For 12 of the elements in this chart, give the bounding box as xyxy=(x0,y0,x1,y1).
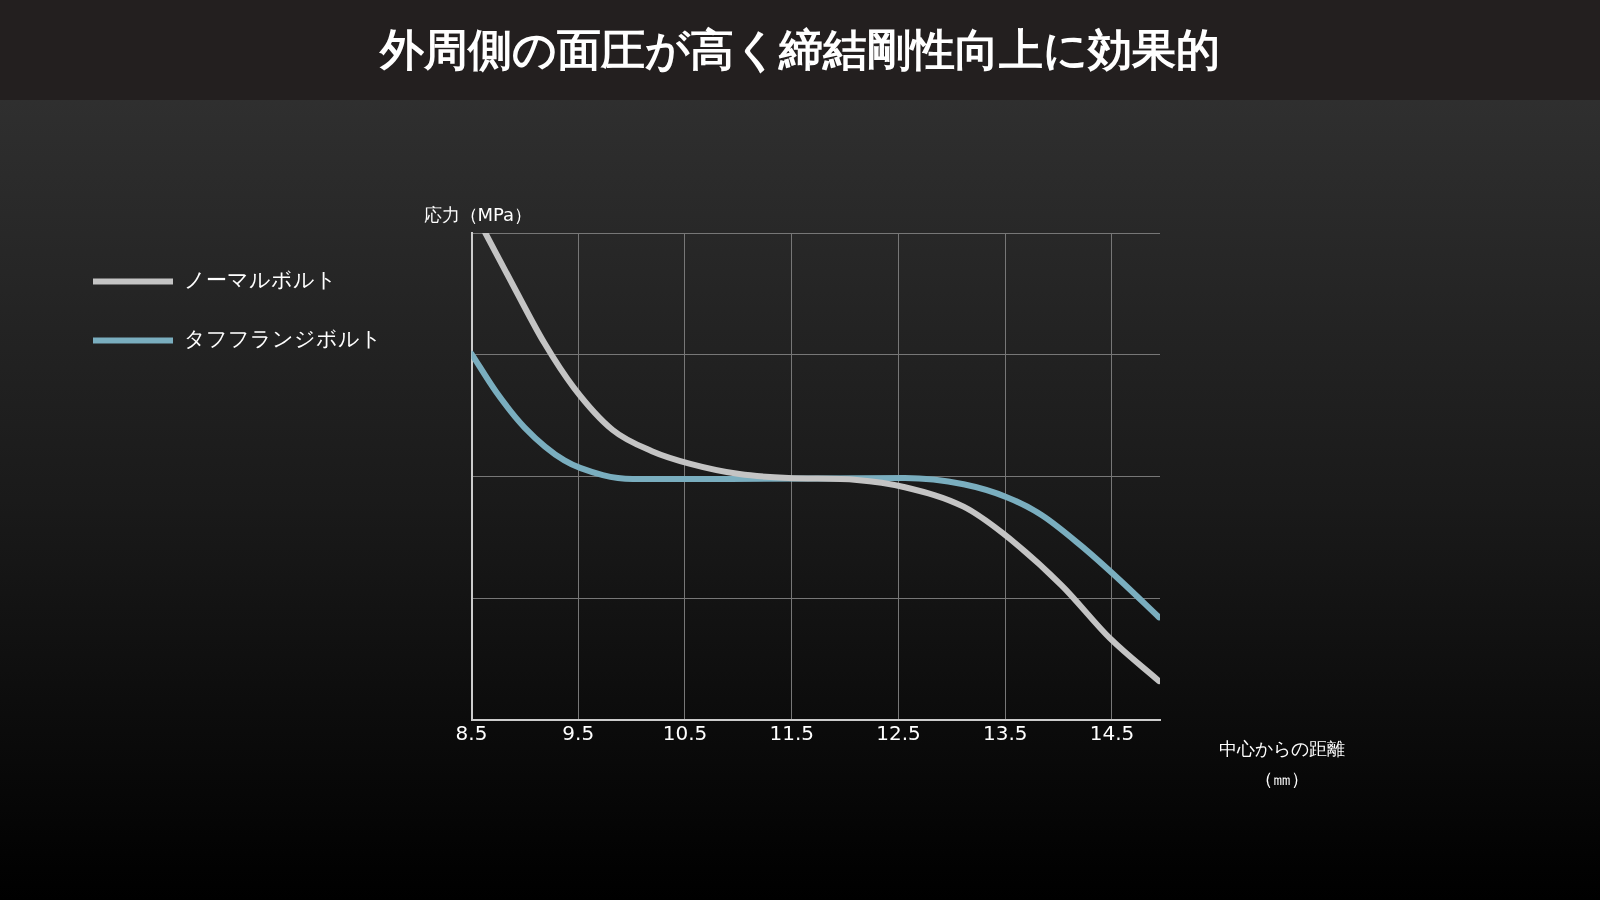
legend-label: タフフランジボルト xyxy=(183,326,382,351)
y-axis-title: 応力（MPa） xyxy=(423,203,533,225)
x-tick-label: 14.5 xyxy=(1089,721,1135,746)
x-tick-label: 13.5 xyxy=(982,721,1028,746)
x-tick-label: 8.5 xyxy=(455,721,488,746)
chart-title: 外周側の面圧が高く締結剛性向上に効果的 xyxy=(0,0,1600,100)
x-tick-label: 9.5 xyxy=(562,721,595,746)
x-tick-label: 10.5 xyxy=(662,721,708,746)
x-tick-label: 12.5 xyxy=(876,721,921,746)
x-tick-label: 11.5 xyxy=(769,721,814,746)
x-axis-title: 中心からの距離（㎜） xyxy=(1218,737,1346,791)
legend-label: ノーマルボルト xyxy=(183,267,337,292)
